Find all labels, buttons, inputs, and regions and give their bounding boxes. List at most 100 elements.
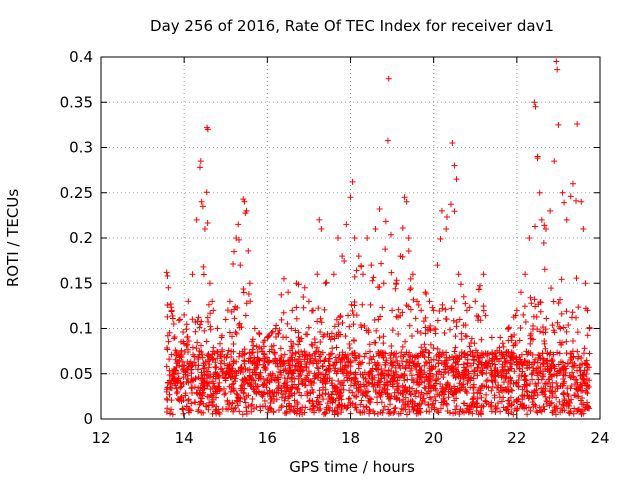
data-point — [526, 235, 533, 241]
data-point — [281, 351, 288, 358]
data-point — [567, 193, 574, 200]
data-point — [178, 363, 185, 370]
data-point — [468, 375, 475, 382]
data-point — [252, 380, 259, 387]
data-point — [298, 378, 305, 385]
data-point — [453, 176, 460, 183]
data-point — [285, 358, 292, 365]
data-point — [415, 371, 422, 378]
data-point — [512, 312, 519, 319]
data-point — [184, 346, 191, 353]
data-point — [461, 409, 468, 416]
data-point — [457, 406, 464, 413]
data-point — [226, 362, 233, 369]
data-point — [261, 337, 268, 344]
data-point — [335, 333, 342, 340]
data-point — [188, 362, 195, 369]
data-point — [314, 318, 321, 325]
data-point — [421, 384, 428, 391]
data-point — [325, 391, 332, 398]
data-point — [471, 340, 478, 347]
data-point — [308, 382, 315, 389]
data-point — [527, 349, 534, 356]
data-point — [339, 354, 346, 361]
data-point — [357, 401, 364, 408]
data-point — [491, 392, 498, 399]
data-point — [460, 322, 467, 329]
data-point — [358, 397, 365, 404]
data-point — [365, 371, 372, 378]
data-point — [328, 333, 335, 340]
data-point — [483, 391, 490, 398]
data-point — [225, 347, 232, 354]
data-point — [351, 357, 358, 364]
data-point — [288, 374, 295, 381]
data-point — [429, 304, 436, 311]
data-point — [489, 383, 496, 390]
data-point — [574, 120, 581, 127]
data-point — [169, 315, 176, 322]
data-point — [455, 361, 462, 368]
data-point — [513, 398, 520, 405]
data-point — [329, 350, 336, 357]
data-point — [362, 350, 369, 357]
data-point — [458, 330, 465, 337]
data-point — [584, 332, 591, 339]
data-point — [311, 335, 318, 342]
y-tick-label: 0.3 — [69, 139, 93, 157]
data-point — [317, 339, 324, 346]
x-tick-label: 20 — [424, 429, 443, 447]
data-point — [578, 411, 585, 418]
data-point — [532, 380, 539, 387]
data-point — [519, 361, 526, 368]
data-point — [369, 365, 376, 372]
data-point — [381, 403, 388, 410]
data-point — [168, 351, 175, 358]
data-point — [415, 360, 422, 367]
y-tick-label: 0.35 — [60, 93, 93, 111]
data-point — [221, 360, 228, 367]
data-point — [426, 326, 433, 333]
data-point — [318, 319, 325, 326]
data-point — [356, 387, 363, 394]
data-point — [553, 379, 560, 386]
data-point — [320, 333, 327, 340]
data-point — [511, 331, 518, 338]
data-point — [442, 368, 449, 375]
data-point — [273, 322, 280, 329]
data-point — [311, 375, 318, 382]
data-point — [395, 314, 402, 321]
data-point — [536, 354, 543, 361]
data-point — [580, 377, 587, 384]
data-point — [331, 411, 338, 418]
data-point — [278, 371, 285, 378]
data-point — [416, 406, 423, 413]
data-point — [241, 357, 248, 364]
data-point — [293, 304, 300, 311]
data-point — [515, 377, 522, 384]
data-point — [432, 397, 439, 404]
data-point — [213, 407, 220, 414]
data-point — [178, 338, 185, 345]
data-point — [301, 284, 308, 291]
data-point — [523, 377, 530, 384]
data-point — [332, 365, 339, 372]
data-point — [237, 262, 244, 269]
data-point — [168, 397, 175, 404]
data-point — [166, 410, 173, 417]
data-point — [342, 333, 349, 340]
data-point — [356, 359, 363, 366]
y-tick-label: 0.2 — [69, 229, 93, 247]
data-point — [324, 330, 331, 337]
data-point — [464, 360, 471, 367]
data-point — [540, 361, 547, 368]
data-point — [385, 410, 392, 417]
data-point — [549, 357, 556, 364]
data-point — [492, 403, 499, 410]
data-point — [402, 365, 409, 372]
data-point — [253, 364, 260, 371]
data-point — [305, 298, 312, 305]
data-point — [225, 365, 232, 372]
data-point — [293, 315, 300, 322]
data-point — [473, 312, 480, 319]
